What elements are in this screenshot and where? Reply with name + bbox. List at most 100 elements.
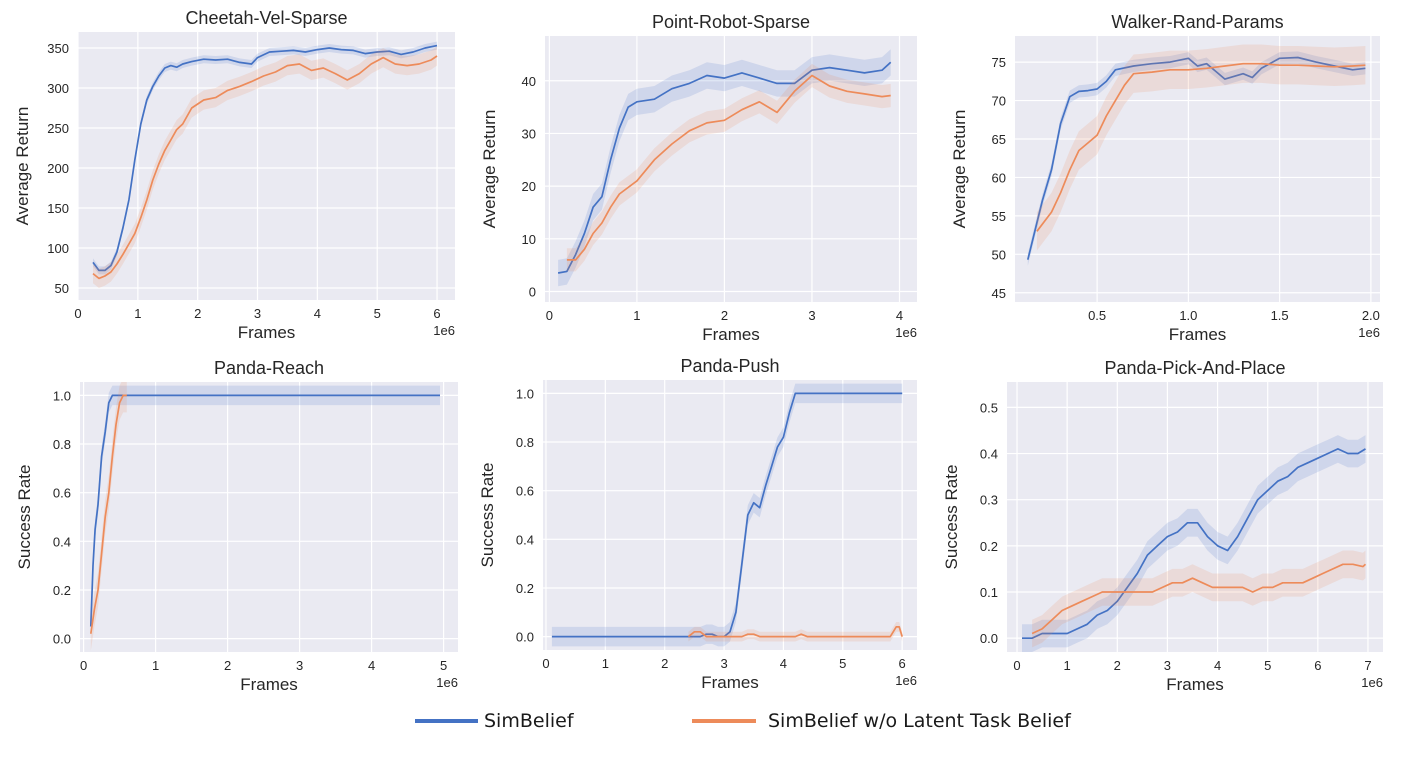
plot-area	[543, 380, 917, 650]
y-tick-label: 200	[47, 161, 69, 176]
x-tick-label: 1	[134, 306, 141, 321]
y-tick-label: 0.0	[980, 631, 998, 646]
x-tick-label: 2	[721, 308, 728, 323]
chart-title: Panda-Push	[680, 356, 779, 376]
y-tick-label: 350	[47, 41, 69, 56]
x-axis-label: Frames	[701, 673, 759, 692]
y-tick-label: 45	[992, 286, 1006, 301]
series-group	[92, 41, 438, 289]
band-no-belief	[566, 63, 891, 272]
chart-5: 0 1 2 3 4 5 6 0.0 0.2 0.4 0.6 0.8 1.0 1e6 Panda-Push Fr…	[478, 356, 917, 692]
chart-1: 0 1 2 3 4 5 6 50 100 150 200 250 300 350 1e6 Cheetah-Ve…	[13, 8, 455, 342]
plot-area	[1015, 36, 1380, 302]
x-tick-label: 5	[839, 656, 846, 671]
line-no-belief	[1031, 563, 1367, 635]
chart-3: 0.5 1.0 1.5 2.0 45 50 55 60 65 70 75 1e6 Walker-Rand…	[950, 12, 1380, 344]
y-tick-label: 0.8	[53, 437, 71, 452]
x-tick-label: 1	[152, 658, 159, 673]
line-no-belief	[687, 626, 904, 638]
chart-title: Walker-Rand-Params	[1111, 12, 1283, 32]
series-group	[89, 382, 441, 651]
x-tick-label: 1	[602, 656, 609, 671]
x-tick-label: 3	[254, 306, 261, 321]
y-tick-label: 0.4	[980, 447, 998, 462]
y-axis-label: Success Rate	[942, 465, 961, 570]
y-tick-label: 0.0	[516, 630, 534, 645]
y-tick-label: 70	[992, 94, 1006, 109]
x-multiplier: 1e6	[433, 323, 455, 338]
x-multiplier: 1e6	[1358, 325, 1380, 340]
x-axis-label: Frames	[1166, 675, 1224, 694]
legend-label-simbelief: SimBelief	[484, 710, 575, 732]
y-tick-label: 0.5	[980, 400, 998, 415]
x-tick-label: 6	[433, 306, 440, 321]
y-tick-label: 10	[522, 232, 536, 247]
y-tick-label: 30	[522, 126, 536, 141]
line-no-belief	[89, 394, 127, 634]
x-tick-label: 0	[80, 658, 87, 673]
x-tick-label: 6	[1314, 658, 1321, 673]
x-tick-label: 4	[780, 656, 787, 671]
chart-2: 0 1 2 3 40102030401e6Point-Robot-SparseFrame…	[480, 12, 917, 344]
y-axis-label: Average Return	[480, 110, 499, 229]
y-axis-label: Success Rate	[15, 465, 34, 570]
x-tick-label: 4	[896, 308, 903, 323]
x-tick-label: 3	[808, 308, 815, 323]
x-tick-label: 4	[314, 306, 321, 321]
y-axis-label: Success Rate	[478, 463, 497, 568]
legend-label-no-belief: SimBelief w/o Latent Task Belief	[768, 710, 1072, 732]
line-no-belief	[566, 74, 891, 261]
series-group	[1026, 44, 1366, 266]
x-tick-label: 2	[661, 656, 668, 671]
line-simbelief	[89, 394, 440, 627]
band-no-belief	[93, 46, 437, 289]
y-tick-label: 1.0	[516, 386, 534, 401]
line-simbelief	[557, 61, 892, 274]
y-tick-label: 0.1	[980, 585, 998, 600]
y-tick-label: 150	[47, 201, 69, 216]
x-axis-label: Frames	[240, 675, 298, 694]
y-tick-label: 0.2	[516, 581, 534, 596]
x-tick-label: 3	[720, 656, 727, 671]
x-axis-label: Frames	[1169, 325, 1227, 344]
band-simbelief	[1022, 435, 1366, 652]
series-group	[1022, 435, 1367, 652]
x-tick-label: 3	[296, 658, 303, 673]
x-tick-label: 2	[1114, 658, 1121, 673]
line-no-belief	[1036, 62, 1366, 232]
chart-4: 0 1 2 3 4 5 0.0 0.2 0.4 0.6 0.8 1.0 1e6 Panda-Reach Fr…	[15, 358, 458, 694]
x-tick-label: 0.5	[1088, 308, 1106, 323]
series-group	[551, 383, 904, 647]
y-tick-label: 0.6	[516, 484, 534, 499]
x-tick-label: 2.0	[1362, 308, 1380, 323]
x-multiplier: 1e6	[1361, 675, 1383, 690]
x-tick-label: 2	[224, 658, 231, 673]
chart-6: 0 1 2 3 4 5 6 7 0.0 0.1 0.2 0.3 0.4 0.5 1e6 Panda-Pick-…	[942, 358, 1383, 694]
x-tick-label: 5	[374, 306, 381, 321]
x-tick-label: 0	[1013, 658, 1020, 673]
x-tick-label: 2	[194, 306, 201, 321]
band-no-belief	[1032, 550, 1366, 648]
x-tick-label: 1.0	[1179, 308, 1197, 323]
x-tick-label: 1	[633, 308, 640, 323]
y-axis-label: Average Return	[13, 107, 32, 226]
plot-area	[80, 382, 458, 652]
y-tick-label: 0	[529, 284, 536, 299]
x-tick-label: 0	[74, 306, 81, 321]
x-tick-label: 7	[1364, 658, 1371, 673]
y-tick-label: 65	[992, 132, 1006, 147]
y-tick-label: 100	[47, 241, 69, 256]
y-tick-label: 20	[522, 179, 536, 194]
line-no-belief	[92, 55, 438, 280]
x-tick-label: 3	[1164, 658, 1171, 673]
band-simbelief	[558, 49, 891, 287]
x-tick-label: 1.5	[1271, 308, 1289, 323]
x-tick-label: 4	[1214, 658, 1221, 673]
legend: SimBelief SimBelief w/o Latent Task Beli…	[415, 710, 1072, 732]
x-tick-label: 6	[899, 656, 906, 671]
y-tick-label: 1.0	[53, 388, 71, 403]
plot-area	[78, 32, 455, 300]
x-multiplier: 1e6	[436, 675, 458, 690]
x-tick-label: 4	[368, 658, 375, 673]
